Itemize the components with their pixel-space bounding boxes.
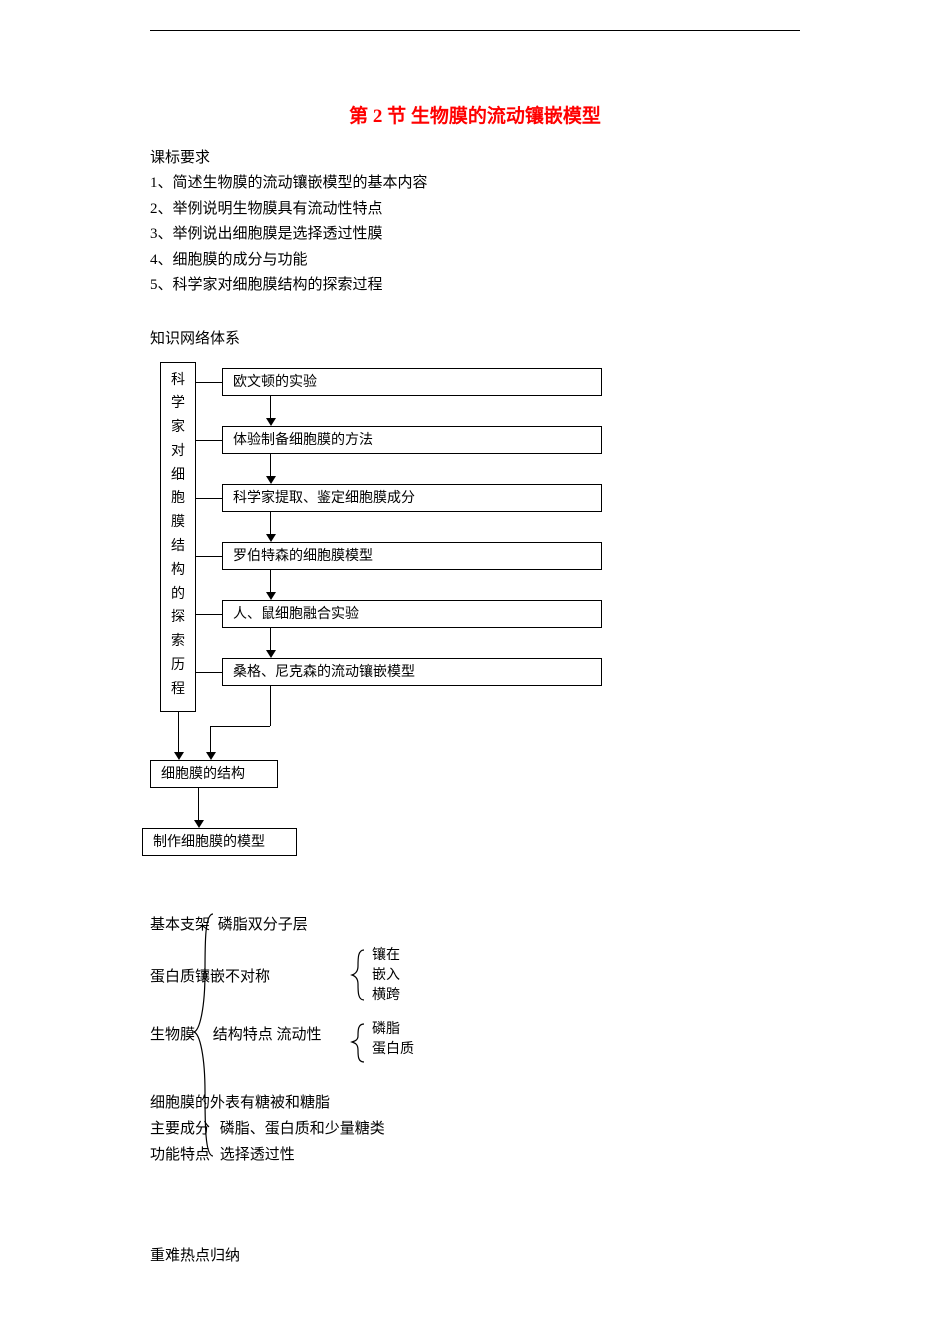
page-title: 第 2 节 生物膜的流动镶嵌模型	[150, 101, 800, 128]
requirement-item: 2、举例说明生物膜具有流动性特点	[150, 197, 800, 223]
connector-line	[196, 382, 222, 383]
arrow-down-icon	[266, 650, 276, 658]
final-heading: 重难热点归纳	[150, 1244, 800, 1265]
flow-bottom1: 细胞膜的结构	[150, 760, 278, 788]
flow-step: 欧文顿的实验	[222, 368, 602, 396]
flow-bottom2: 制作细胞膜的模型	[142, 828, 297, 856]
arrow-down-icon	[266, 592, 276, 600]
arrow-down-icon	[266, 534, 276, 542]
concept-value: 结构特点 流动性	[213, 1027, 322, 1043]
concept-label: 基本支架	[150, 917, 210, 933]
arrow-down-icon	[206, 752, 216, 760]
flowchart: 科学家对细胞膜结构的探索历程 欧文顿的实验 体验制备细胞膜的方法 科学家提取、鉴…	[150, 362, 800, 902]
arrow-down-icon	[194, 820, 204, 828]
concept-value: 磷脂、蛋白质和少量糖类	[220, 1121, 385, 1137]
concept-value: 选择透过性	[220, 1147, 295, 1163]
concept-sub: 横跨	[372, 986, 400, 1006]
connector-line	[196, 614, 222, 615]
requirement-item: 4、细胞膜的成分与功能	[150, 248, 800, 274]
connector-line	[270, 686, 271, 726]
arrow-line	[270, 396, 271, 418]
concept-label: 生物膜	[150, 1027, 195, 1043]
flow-step: 桑格、尼克森的流动镶嵌模型	[222, 658, 602, 686]
arrow-line	[210, 726, 211, 752]
concept-sub: 镶在	[372, 946, 400, 966]
concept-label: 功能特点	[150, 1147, 210, 1163]
arrow-line	[178, 712, 179, 752]
connector-line	[196, 556, 222, 557]
concept-sub: 蛋白质	[372, 1040, 414, 1060]
flow-step: 体验制备细胞膜的方法	[222, 426, 602, 454]
arrow-line	[270, 454, 271, 476]
requirement-item: 1、简述生物膜的流动镶嵌模型的基本内容	[150, 171, 800, 197]
concept-label: 主要成分	[150, 1121, 210, 1137]
flow-step: 科学家提取、鉴定细胞膜成分	[222, 484, 602, 512]
concept-label: 细胞膜的外表有糖被和糖脂	[150, 1095, 330, 1111]
arrow-line	[198, 788, 199, 820]
concept-value: 磷脂双分子层	[218, 917, 308, 933]
arrow-line	[270, 628, 271, 650]
flow-step: 罗伯特森的细胞膜模型	[222, 542, 602, 570]
connector-line	[196, 672, 222, 673]
flow-left-label: 科学家对细胞膜结构的探索历程	[160, 362, 196, 712]
connector-line	[196, 498, 222, 499]
network-heading: 知识网络体系	[150, 327, 800, 348]
arrow-down-icon	[266, 476, 276, 484]
arrow-down-icon	[266, 418, 276, 426]
requirement-item: 3、举例说出细胞膜是选择透过性膜	[150, 222, 800, 248]
arrow-line	[270, 512, 271, 534]
connector-line	[196, 440, 222, 441]
concept-sub: 磷脂	[372, 1020, 414, 1040]
concept-sub: 嵌入	[372, 966, 400, 986]
requirements-list: 1、简述生物膜的流动镶嵌模型的基本内容 2、举例说明生物膜具有流动性特点 3、举…	[150, 171, 800, 299]
flow-step: 人、鼠细胞融合实验	[222, 600, 602, 628]
concept-map: 基本支架 磷脂双分子层 蛋白质镶嵌不对称 镶在 嵌入 横跨 生物膜 结构特点 流…	[150, 912, 800, 1172]
connector-line	[210, 726, 270, 727]
concept-label: 蛋白质镶嵌不对称	[150, 969, 270, 985]
requirement-item: 5、科学家对细胞膜结构的探索过程	[150, 273, 800, 299]
top-rule	[150, 30, 800, 31]
requirements-heading: 课标要求	[150, 146, 800, 167]
arrow-down-icon	[174, 752, 184, 760]
arrow-line	[270, 570, 271, 592]
